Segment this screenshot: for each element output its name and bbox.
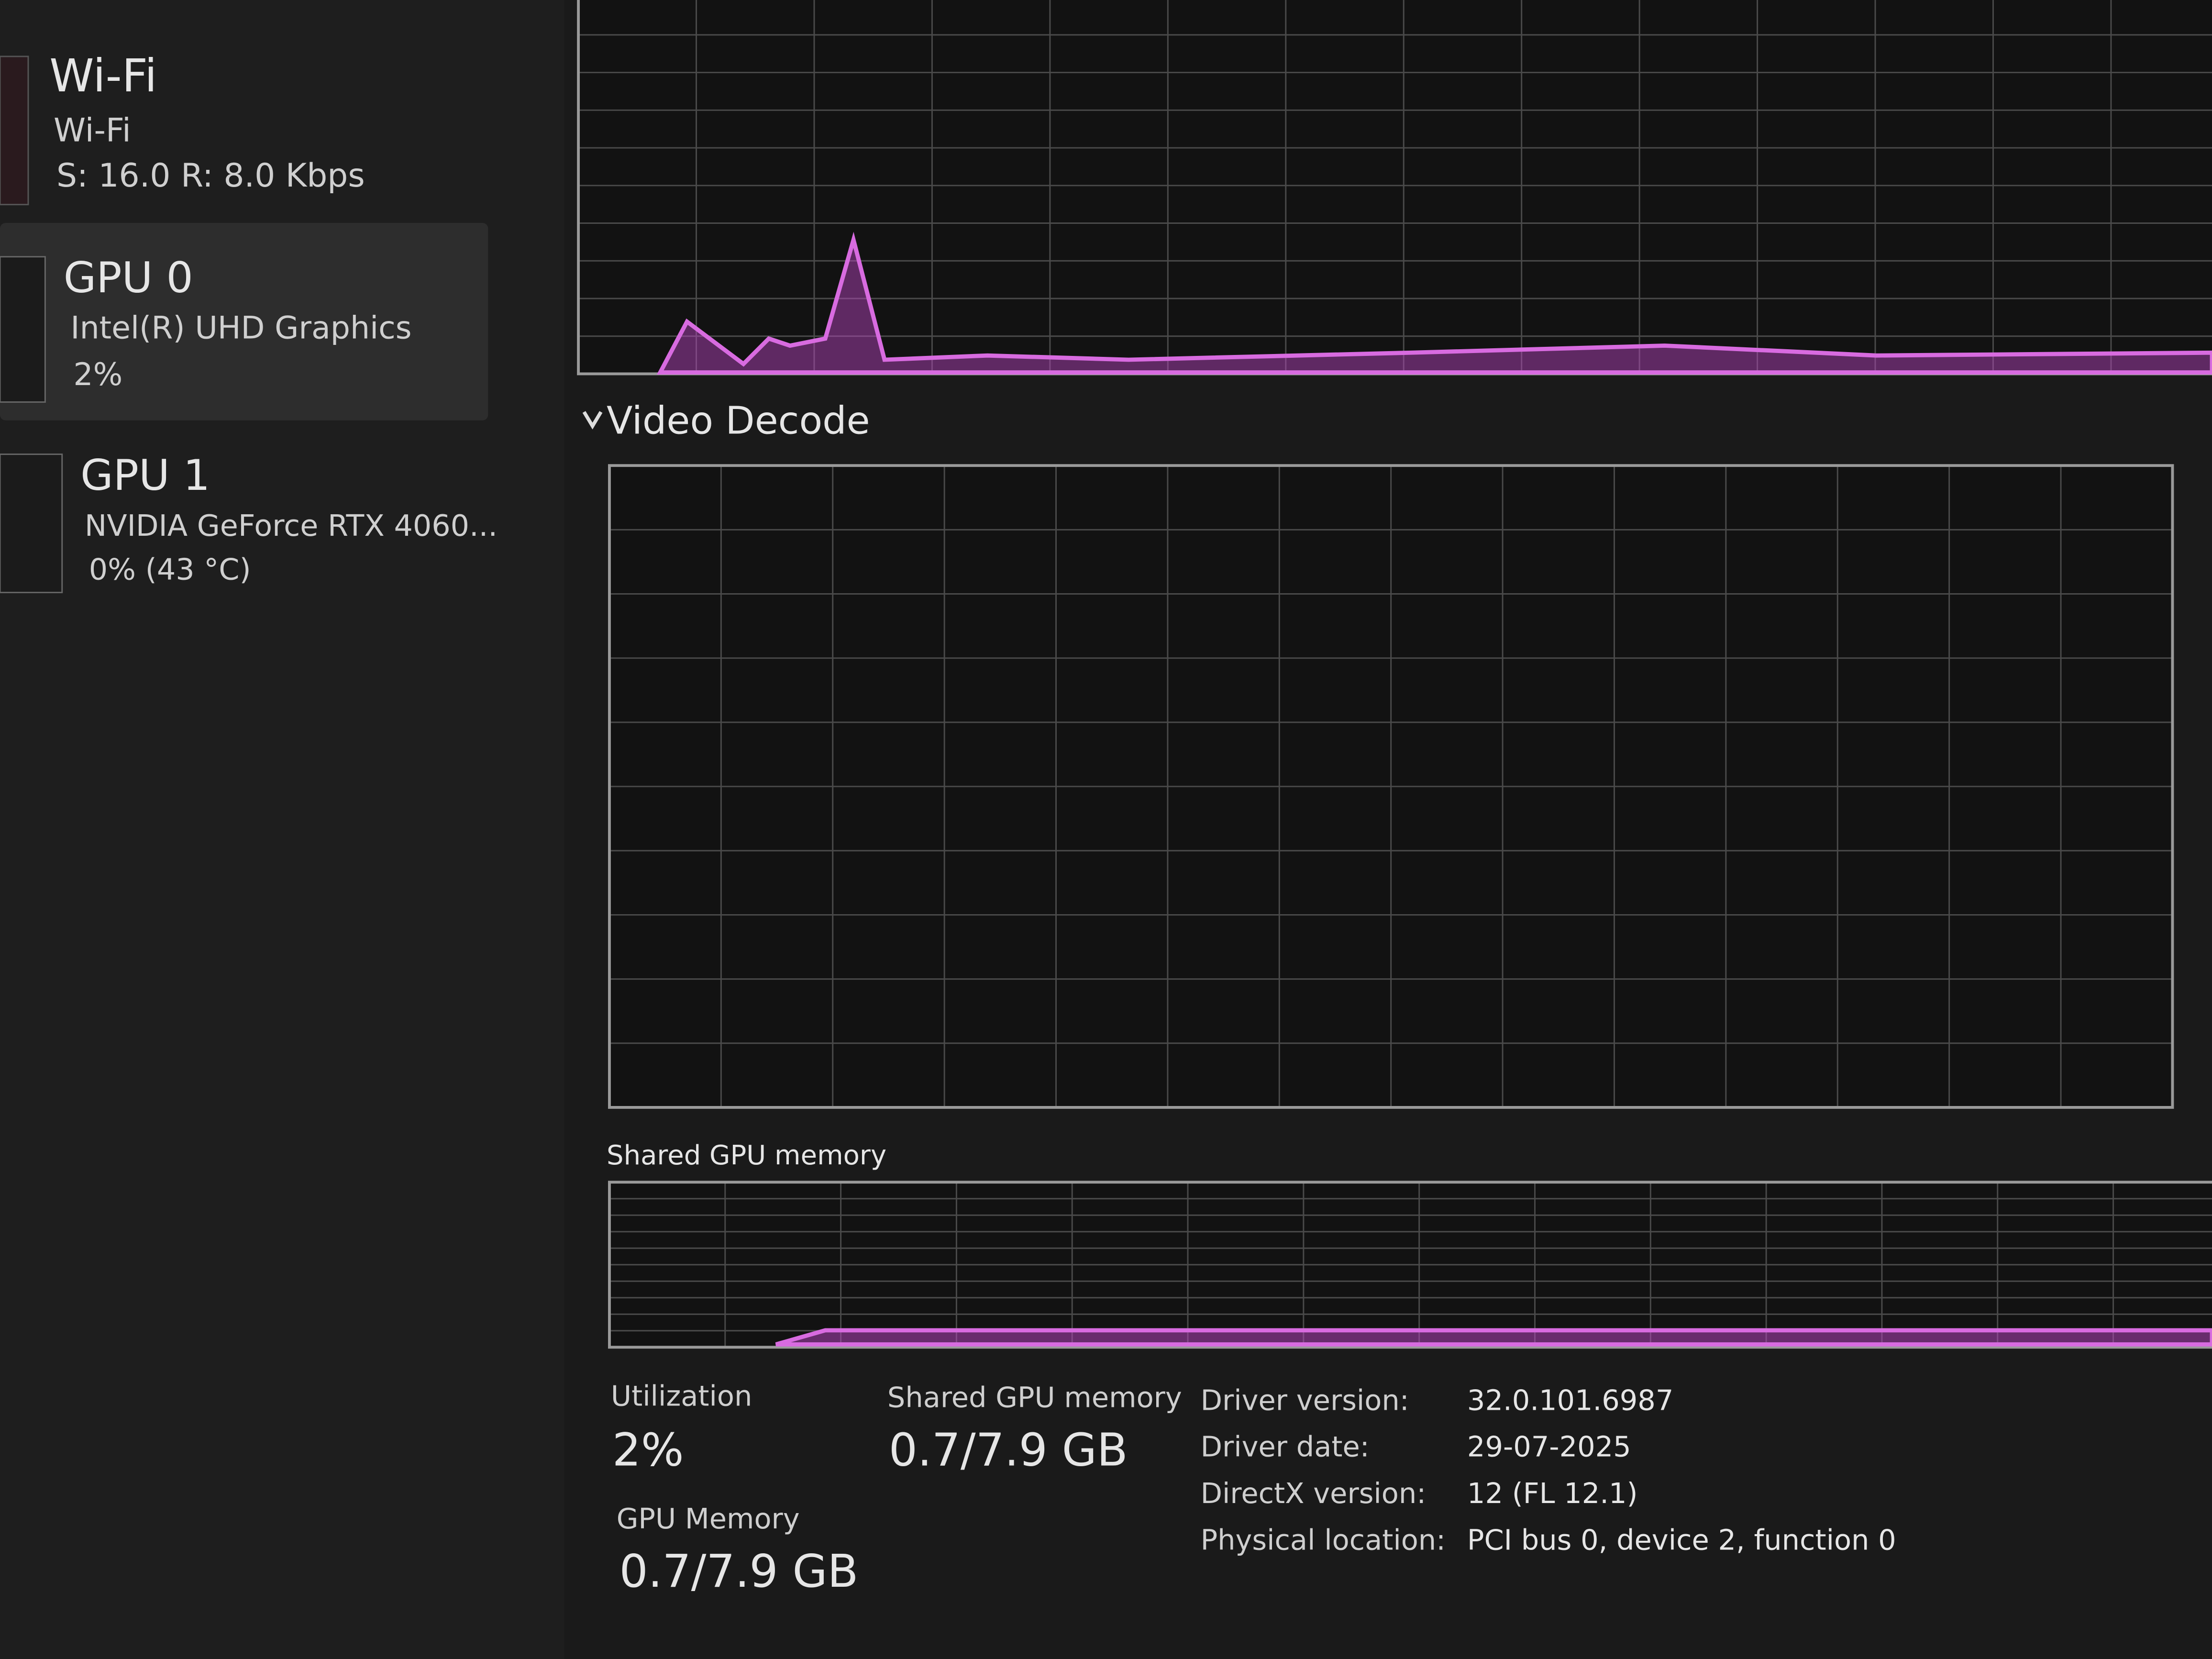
graph-bg xyxy=(578,0,2212,374)
item-title: Wi-Fi xyxy=(49,50,157,102)
item-title: GPU 0 xyxy=(64,253,193,302)
video-decode-graph xyxy=(608,464,2174,1109)
detail-label: Driver version: xyxy=(1201,1383,1409,1416)
graph-frame xyxy=(608,464,2174,1109)
graph-label: Shared GPU memory xyxy=(607,1140,886,1171)
stat-label: Shared GPU memory xyxy=(887,1381,1182,1414)
item-subtitle: Wi-Fi xyxy=(54,111,131,149)
collapse-chevron[interactable] xyxy=(582,411,603,430)
details: Driver version: 32.0.101.6987 Driver date:… xyxy=(1201,1383,1896,1556)
selected-item[interactable] xyxy=(0,222,488,420)
detail-value: PCI bus 0, device 2, function 0 xyxy=(1467,1523,1896,1556)
shared-memory-line xyxy=(775,1328,2212,1347)
stat-label: GPU Memory xyxy=(617,1502,800,1535)
detail-label: Driver date: xyxy=(1201,1430,1370,1463)
shared-memory-graph xyxy=(608,1181,2212,1349)
stat-label: Utilization xyxy=(611,1380,752,1413)
detail-value: 32.0.101.6987 xyxy=(1467,1383,1673,1416)
item-detail: 0% (43 °C) xyxy=(89,552,251,586)
gpu0-thumb xyxy=(0,256,46,403)
detail-label: Physical location: xyxy=(1201,1523,1446,1556)
stat-value: 2% xyxy=(612,1424,684,1476)
utilization-line xyxy=(656,232,2212,375)
item-subtitle: NVIDIA GeForce RTX 4060... xyxy=(85,509,498,543)
detail-value: 12 (FL 12.1) xyxy=(1467,1477,1638,1510)
wifi-thumb[interactable] xyxy=(0,55,29,206)
section-title: Video Decode xyxy=(607,398,870,443)
item-detail: S: 16.0 R: 8.0 Kbps xyxy=(56,156,365,194)
detail-value: 29-07-2025 xyxy=(1467,1430,1631,1463)
item-title: GPU 1 xyxy=(80,451,210,500)
stat-value: 0.7/7.9 GB xyxy=(619,1545,859,1598)
detail-label: DirectX version: xyxy=(1201,1477,1427,1510)
item-detail: 2% xyxy=(73,357,122,393)
item-subtitle: Intel(R) UHD Graphics xyxy=(70,310,411,346)
stat-value: 0.7/7.9 GB xyxy=(889,1424,1128,1476)
graph-frame xyxy=(608,1181,2212,1349)
utilization-graph xyxy=(577,0,2212,376)
gpu1-thumb[interactable] xyxy=(0,453,63,594)
